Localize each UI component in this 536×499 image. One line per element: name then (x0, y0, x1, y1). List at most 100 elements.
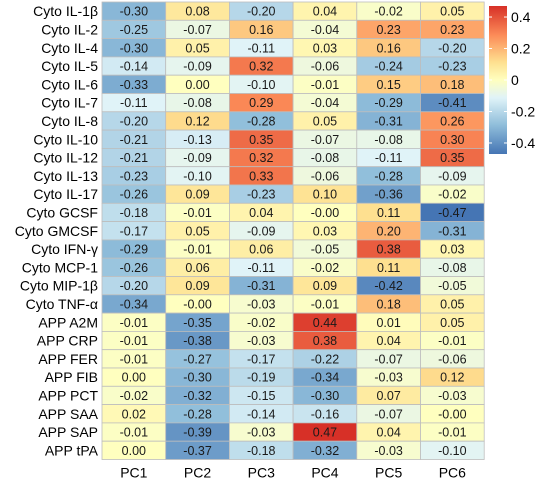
cell-value-label: -0.08 (438, 261, 467, 275)
cell-value-label: -0.20 (438, 41, 467, 55)
cell-value-label: -0.21 (120, 133, 149, 147)
cell-value-label: -0.30 (120, 5, 149, 19)
cell-value-label: 0.18 (376, 297, 400, 311)
cell-value-label: -0.31 (374, 114, 403, 128)
cell-value-label: -0.34 (311, 371, 340, 385)
cell-value-label: -0.28 (247, 114, 276, 128)
row-label: Cyto GMCSF (15, 223, 98, 239)
cell-value-label: -0.04 (311, 96, 340, 110)
cell-value-label: -0.02 (374, 5, 403, 19)
cell-value-label: 0.04 (376, 334, 400, 348)
cell-value-label: -0.14 (247, 407, 276, 421)
cell-value-label: -0.10 (438, 444, 467, 458)
cell-value-label: 0.05 (440, 316, 464, 330)
cell-value-label: 0.05 (440, 297, 464, 311)
heatmap-cells: -0.30 0.08 -0.20 0.04 -0.02 0.05 -0.25 -0.07 0.1… (101, 1, 485, 460)
row-label: Cyto TNF-α (26, 296, 98, 312)
legend-tick-label: 0 (511, 72, 519, 88)
row-label: APP FIB (45, 369, 98, 385)
cell-value-label: -0.08 (183, 96, 212, 110)
row-label: Cyto IL-12 (33, 150, 98, 166)
cell-value-label: 0.03 (313, 224, 337, 238)
cell-value-label: 0.06 (185, 261, 209, 275)
cell-value-label: -0.01 (120, 352, 149, 366)
row-label: Cyto IFN-γ (31, 241, 98, 257)
cell-value-label: 0.06 (249, 243, 273, 257)
cell-value-label: -0.31 (247, 279, 276, 293)
row-labels: Cyto IL-1β Cyto IL-2 Cyto IL-4 Cyto IL-5 Cyt… (15, 3, 99, 458)
cell-value-label: -0.11 (247, 261, 275, 275)
cell-value-label: 0.00 (122, 371, 146, 385)
cell-value-label: -0.32 (183, 389, 212, 403)
cell-value-label: -0.31 (438, 224, 467, 238)
cell-value-label: -0.01 (120, 334, 149, 348)
cell-value-label: -0.01 (120, 316, 149, 330)
row-label: Cyto IL-1β (33, 3, 98, 19)
column-label: PC6 (439, 465, 466, 481)
cell-value-label: -0.20 (247, 5, 276, 19)
cell-value-label: -0.28 (374, 169, 403, 183)
cell-value-label: -0.09 (247, 224, 276, 238)
column-label: PC1 (120, 465, 147, 481)
cell-value-label: -0.20 (120, 279, 149, 293)
row-label: APP SAA (38, 406, 98, 422)
cell-value-label: 0.11 (377, 261, 400, 275)
cell-value-label: -0.32 (311, 444, 340, 458)
cell-value-label: -0.07 (374, 352, 403, 366)
cell-value-label: 0.05 (313, 114, 337, 128)
cell-value-label: -0.23 (247, 188, 276, 202)
cell-value-label: -0.26 (120, 188, 149, 202)
cell-value-label: -0.02 (120, 389, 149, 403)
cell-value-label: 0.05 (185, 224, 209, 238)
cell-value-label: 0.38 (376, 243, 400, 257)
cell-value-label: -0.01 (183, 206, 212, 220)
cell-value-label: 0.23 (440, 23, 464, 37)
cell-value-label: 0.03 (313, 41, 337, 55)
cell-value-label: -0.33 (120, 78, 149, 92)
cell-value-label: -0.02 (311, 261, 340, 275)
cell-value-label: -0.10 (247, 78, 276, 92)
cell-value-label: -0.00 (311, 206, 340, 220)
cell-value-label: -0.01 (311, 78, 340, 92)
row-label: Cyto IL-10 (33, 131, 98, 147)
cell-value-label: -0.47 (438, 206, 467, 220)
legend-tick-label: 0.2 (511, 41, 531, 57)
cell-value-label: -0.17 (120, 224, 149, 238)
cell-value-label: 0.47 (313, 426, 337, 440)
cell-value-label: 0.02 (122, 407, 146, 421)
cell-value-label: -0.05 (438, 279, 467, 293)
legend-tick-label: 0.4 (511, 9, 531, 25)
cell-value-label: -0.34 (120, 297, 149, 311)
row-label: Cyto GCSF (26, 204, 98, 220)
cell-value-label: -0.22 (311, 352, 340, 366)
cell-value-label: 0.10 (313, 188, 337, 202)
legend-tick-label: -0.4 (511, 135, 535, 151)
cell-value-label: 0.00 (185, 78, 209, 92)
cell-value-label: -0.07 (311, 133, 340, 147)
cell-value-label: -0.41 (438, 96, 467, 110)
cell-value-label: 0.18 (440, 78, 464, 92)
cell-value-label: -0.07 (183, 23, 212, 37)
row-label: Cyto IL-6 (41, 76, 98, 92)
row-label: Cyto IL-5 (41, 58, 98, 74)
cell-value-label: -0.25 (120, 23, 149, 37)
cell-value-label: -0.06 (311, 60, 340, 74)
row-label: APP CRP (37, 333, 98, 349)
cell-value-label: 0.26 (440, 114, 464, 128)
cell-value-label: 0.38 (313, 334, 337, 348)
row-label: APP A2M (38, 314, 98, 330)
cell-value-label: -0.03 (438, 389, 467, 403)
heatmap-cell (420, 440, 485, 460)
cell-value-label: 0.03 (440, 243, 464, 257)
cell-value-label: 0.09 (185, 188, 209, 202)
row-label: Cyto IL-7 (41, 95, 98, 111)
cell-value-label: -0.15 (247, 389, 276, 403)
cell-value-label: -0.36 (374, 188, 403, 202)
row-label: Cyto IL-17 (33, 186, 98, 202)
cell-value-label: 0.30 (440, 133, 464, 147)
cell-value-label: -0.19 (247, 371, 276, 385)
row-label: Cyto MCP-1 (22, 259, 98, 275)
cell-value-label: 0.32 (249, 60, 273, 74)
cell-value-label: -0.10 (183, 169, 212, 183)
